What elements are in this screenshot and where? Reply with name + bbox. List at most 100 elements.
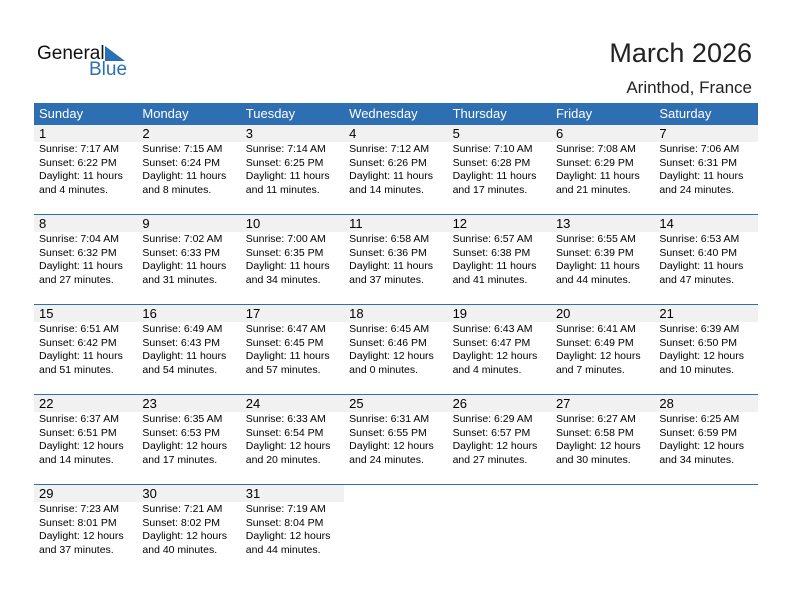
sunset: Sunset: 6:26 PM	[349, 156, 427, 169]
day-number: 6	[550, 125, 655, 142]
daylight-minutes: and 24 minutes.	[659, 183, 735, 196]
day-number: 30	[137, 485, 241, 502]
sunrise: Sunrise: 7:10 AM	[452, 143, 533, 155]
sunset: Sunset: 6:33 PM	[142, 246, 221, 259]
day-cell: 1 Sunrise: 7:17 AM Sunset: 6:22 PM Dayli…	[34, 125, 138, 213]
daylight: Daylight: 12 hours	[555, 350, 641, 362]
day-number: 27	[550, 395, 655, 412]
day-number: 3	[240, 125, 345, 142]
day-number: 23	[137, 395, 241, 412]
sunrise: Sunrise: 6:37 AM	[39, 413, 119, 425]
day-cell: 6 Sunrise: 7:08 AM Sunset: 6:29 PM Dayli…	[550, 125, 655, 213]
day-cell: 14 Sunrise: 6:53 AM Sunset: 6:40 PM Dayl…	[654, 215, 758, 303]
day-cell: 9 Sunrise: 7:02 AM Sunset: 6:33 PM Dayli…	[137, 215, 241, 303]
day-number: 20	[550, 305, 655, 322]
daylight-minutes: and 4 minutes.	[39, 183, 108, 196]
day-number: 21	[654, 305, 758, 322]
sunset: Sunset: 6:25 PM	[245, 156, 324, 169]
sunset: Sunset: 6:55 PM	[349, 426, 427, 439]
day-number: 14	[654, 215, 758, 232]
day-number: 24	[240, 395, 345, 412]
week-row: 8 Sunrise: 7:04 AM Sunset: 6:32 PM Dayli…	[34, 214, 758, 303]
daylight: Daylight: 12 hours	[142, 440, 228, 452]
day-cell: 19 Sunrise: 6:43 AM Sunset: 6:47 PM Dayl…	[447, 305, 551, 393]
day-number: 16	[137, 305, 241, 322]
daylight-minutes: and 30 minutes.	[555, 453, 631, 466]
day-number: 18	[344, 305, 448, 322]
weekday-thursday: Thursday	[452, 106, 507, 121]
daylight: Daylight: 11 hours	[39, 170, 123, 182]
sunset: Sunset: 8:02 PM	[142, 516, 221, 529]
daylight: Daylight: 11 hours	[39, 260, 123, 272]
daylight-minutes: and 7 minutes.	[555, 363, 625, 376]
day-cell: 18 Sunrise: 6:45 AM Sunset: 6:46 PM Dayl…	[344, 305, 448, 393]
day-cell: 11 Sunrise: 6:58 AM Sunset: 6:36 PM Dayl…	[344, 215, 448, 303]
daylight: Daylight: 12 hours	[245, 530, 331, 542]
sunrise: Sunrise: 7:21 AM	[142, 503, 223, 515]
daylight-minutes: and 34 minutes.	[659, 453, 735, 466]
sunset: Sunset: 6:29 PM	[555, 156, 634, 169]
week-row: 22 Sunrise: 6:37 AM Sunset: 6:51 PM Dayl…	[34, 394, 758, 483]
sunrise: Sunrise: 6:47 AM	[245, 323, 326, 335]
sunrise: Sunrise: 7:14 AM	[245, 143, 326, 155]
sunset: Sunset: 6:38 PM	[452, 246, 531, 259]
day-cell: 5 Sunrise: 7:10 AM Sunset: 6:28 PM Dayli…	[447, 125, 551, 213]
daylight-minutes: and 4 minutes.	[452, 363, 522, 376]
sunrise: Sunrise: 7:04 AM	[39, 233, 119, 245]
logo-general: General	[37, 43, 105, 64]
sunset: Sunset: 6:57 PM	[452, 426, 531, 439]
daylight: Daylight: 11 hours	[349, 260, 434, 272]
daylight: Daylight: 11 hours	[349, 170, 434, 182]
daylight-minutes: and 20 minutes.	[245, 453, 321, 466]
day-cell: 16 Sunrise: 6:49 AM Sunset: 6:43 PM Dayl…	[137, 305, 241, 393]
day-cell: 10 Sunrise: 7:00 AM Sunset: 6:35 PM Dayl…	[240, 215, 345, 303]
week-row: 15 Sunrise: 6:51 AM Sunset: 6:42 PM Dayl…	[34, 304, 758, 393]
daylight-minutes: and 44 minutes.	[555, 273, 631, 286]
day-cell: 25 Sunrise: 6:31 AM Sunset: 6:55 PM Dayl…	[344, 395, 448, 483]
sunset: Sunset: 6:22 PM	[39, 156, 117, 169]
day-cell: 7 Sunrise: 7:06 AM Sunset: 6:31 PM Dayli…	[654, 125, 758, 213]
daylight-minutes: and 54 minutes.	[142, 363, 218, 376]
sunrise: Sunrise: 6:35 AM	[142, 413, 223, 425]
daylight-minutes: and 27 minutes.	[452, 453, 528, 466]
day-cell: 26 Sunrise: 6:29 AM Sunset: 6:57 PM Dayl…	[447, 395, 551, 483]
sunset: Sunset: 8:01 PM	[39, 516, 117, 529]
daylight-minutes: and 37 minutes.	[349, 273, 424, 286]
day-number: 17	[240, 305, 345, 322]
day-number: 28	[654, 395, 758, 412]
sunrise: Sunrise: 6:39 AM	[659, 323, 740, 335]
day-number: 1	[34, 125, 138, 142]
day-cell: 23 Sunrise: 6:35 AM Sunset: 6:53 PM Dayl…	[137, 395, 241, 483]
daylight-minutes: and 10 minutes.	[659, 363, 735, 376]
day-number: 12	[447, 215, 551, 232]
daylight-minutes: and 11 minutes.	[245, 183, 320, 196]
daylight: Daylight: 11 hours	[245, 170, 330, 182]
daylight-minutes: and 41 minutes.	[452, 273, 528, 286]
day-cell: 2 Sunrise: 7:15 AM Sunset: 6:24 PM Dayli…	[137, 125, 241, 213]
sunrise: Sunrise: 6:58 AM	[349, 233, 430, 245]
sunrise: Sunrise: 6:25 AM	[659, 413, 740, 425]
weekday-header: Sunday Monday Tuesday Wednesday Thursday…	[34, 103, 758, 125]
sunrise: Sunrise: 6:53 AM	[659, 233, 740, 245]
day-cell: 30 Sunrise: 7:21 AM Sunset: 8:02 PM Dayl…	[137, 485, 241, 573]
sunrise: Sunrise: 6:57 AM	[452, 233, 533, 245]
sunrise: Sunrise: 7:06 AM	[659, 143, 740, 155]
daylight-minutes: and 37 minutes.	[39, 543, 114, 556]
sunset: Sunset: 6:31 PM	[659, 156, 737, 169]
sunset: Sunset: 6:39 PM	[555, 246, 634, 259]
sunrise: Sunrise: 6:41 AM	[555, 323, 636, 335]
sunrise: Sunrise: 6:55 AM	[555, 233, 636, 245]
sunrise: Sunrise: 7:17 AM	[39, 143, 119, 155]
sunrise: Sunrise: 7:15 AM	[142, 143, 223, 155]
daylight: Daylight: 11 hours	[142, 260, 227, 272]
day-number: 9	[137, 215, 241, 232]
sunset: Sunset: 6:51 PM	[39, 426, 117, 439]
sunrise: Sunrise: 7:02 AM	[142, 233, 223, 245]
sunrise: Sunrise: 6:49 AM	[142, 323, 223, 335]
sunrise: Sunrise: 7:08 AM	[555, 143, 636, 155]
day-cell: 15 Sunrise: 6:51 AM Sunset: 6:42 PM Dayl…	[34, 305, 138, 393]
day-number: 10	[240, 215, 345, 232]
daylight: Daylight: 12 hours	[452, 440, 538, 452]
daylight: Daylight: 11 hours	[245, 260, 330, 272]
sunset: Sunset: 6:32 PM	[39, 246, 117, 259]
